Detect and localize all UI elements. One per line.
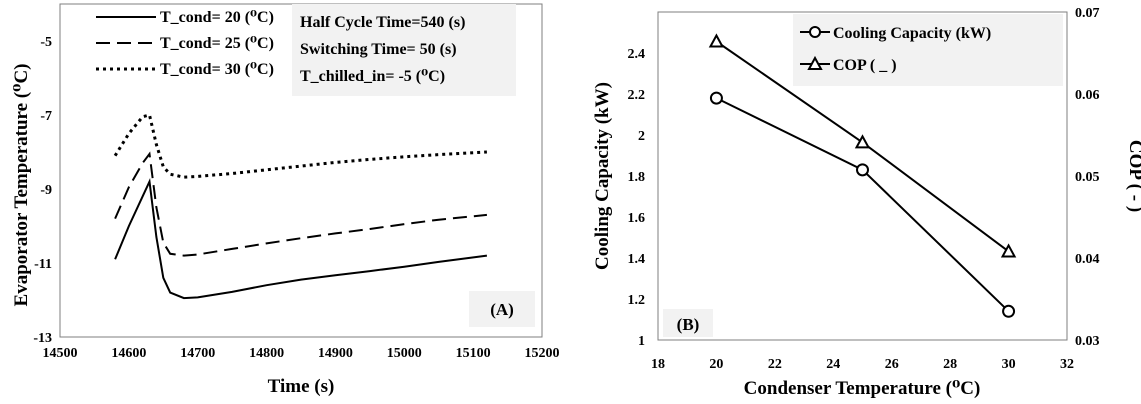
- panel-a-label: (A): [490, 300, 514, 319]
- panel-a-y-tick-label: -5: [40, 35, 52, 50]
- panel-b-triangle-marker: [854, 134, 871, 149]
- panel-b-y2-tick-label: 0.07: [1075, 6, 1100, 21]
- panel-b-x-tick-label: 30: [1002, 357, 1016, 372]
- annotation-switching-time: Switching Time= 50 (s): [300, 41, 457, 58]
- panel-a-y-axis-label: Evaporator Temperature (⁰C): [11, 64, 32, 307]
- panel-b-y-tick-label: 2: [638, 129, 645, 144]
- panel-b-x-tick-label: 28: [943, 357, 957, 372]
- panel-a-x-tick-label: 15000: [387, 346, 422, 361]
- panel-b-circle-marker: [856, 163, 869, 177]
- panel-a-x-tick-label: 14800: [249, 346, 284, 361]
- panel-a-series-line-3: [113, 113, 487, 179]
- panel-b-x-tick-label: 24: [826, 357, 840, 372]
- panel-a-series-line-2: [114, 151, 487, 257]
- panel-b-y2-tick-label: 0.05: [1075, 170, 1100, 185]
- panel-b-y-tick-label: 2.4: [628, 47, 646, 62]
- panel-b-circle-marker: [1002, 304, 1016, 318]
- panel-a-y-tick-label: -13: [33, 331, 52, 346]
- panel-a-x-tick-label: 14700: [180, 346, 215, 361]
- panel-b-y-tick-label: 1: [638, 334, 645, 349]
- panel-a-x-axis-label: Time (s): [268, 376, 335, 397]
- panel-b-x-axis-label: Condenser Temperature (⁰C): [744, 378, 981, 399]
- panel-a-series-line-1: [114, 178, 488, 300]
- panel-a-chart: 14500 14600 14700 14800 14900 15000 15100 15200…: [11, 3, 560, 397]
- panel-b-x-tick-label: 26: [885, 357, 899, 372]
- panel-b-triangle-marker: [1000, 243, 1017, 258]
- panel-a-label-box: [469, 291, 535, 327]
- annotation-half-cycle: Half Cycle Time=540 (s): [300, 14, 465, 31]
- panel-b-y-tick-label: 1.6: [628, 211, 646, 226]
- panel-a-x-tick-label: 15200: [525, 346, 560, 361]
- panel-b-x-tick-label: 18: [651, 357, 665, 372]
- panel-b-y-axis-label: Cooling Capacity (kW): [592, 82, 613, 270]
- panel-b-x-tick-label: 20: [709, 357, 723, 372]
- panel-b-legend-triangle-icon: [807, 55, 823, 70]
- panel-a-x-tick-label: 14900: [318, 346, 353, 361]
- panel-b-y2-tick-label: 0.06: [1075, 88, 1100, 103]
- panel-b-legend-circle-icon: [809, 26, 821, 38]
- panel-b-label: (B): [677, 315, 700, 334]
- panel-b-y2-axis-label: COP ( - ): [1125, 140, 1141, 212]
- panel-a-y-tick-label: -11: [34, 257, 52, 272]
- panel-a-y-tick-label: -7: [40, 109, 52, 124]
- panel-a-annotation-box: [292, 4, 516, 96]
- panel-b-triangle-marker: [708, 33, 725, 48]
- panel-b-y-tick-label: 1.4: [628, 252, 646, 267]
- panel-b-y2-tick-label: 0.03: [1075, 334, 1100, 349]
- panel-a-x-tick-label: 15100: [456, 346, 491, 361]
- panel-b-chart: 18 20 22 24 26 28 30 32 1 1.2 1.4 1.6 1.8 2 2.2 2.4 0.…: [592, 6, 1141, 399]
- panel-a-legend-label-2: T_cond= 25 (⁰C): [160, 35, 274, 52]
- panel-b-x-tick-label: 22: [768, 357, 782, 372]
- panel-a-y-tick-label: -9: [40, 183, 52, 198]
- panel-b-y-tick-label: 1.2: [628, 293, 646, 308]
- panel-a-x-tick-label: 14600: [111, 346, 146, 361]
- panel-b-x-tick-label: 32: [1060, 357, 1074, 372]
- panel-b-legend-label-2: COP ( _ ): [833, 57, 897, 74]
- annotation-chilled-in: T_chilled_in= -5 (⁰C): [300, 68, 445, 85]
- panel-b-legend-box: [793, 14, 1063, 86]
- panel-b-label-box: [663, 309, 713, 337]
- panel-a-x-tick-label: 14500: [43, 346, 78, 361]
- panel-b-legend-label-1: Cooling Capacity (kW): [833, 25, 991, 42]
- panel-b-y2-tick-label: 0.04: [1075, 252, 1100, 267]
- panel-b-y-tick-label: 1.8: [628, 170, 646, 185]
- panel-a-legend-label-3: T_cond= 30 (⁰C): [160, 61, 274, 78]
- panel-b-circle-marker: [709, 91, 723, 105]
- panel-b-y-tick-label: 2.2: [628, 88, 646, 103]
- panel-a-legend-label-1: T_cond= 20 (⁰C): [160, 9, 274, 26]
